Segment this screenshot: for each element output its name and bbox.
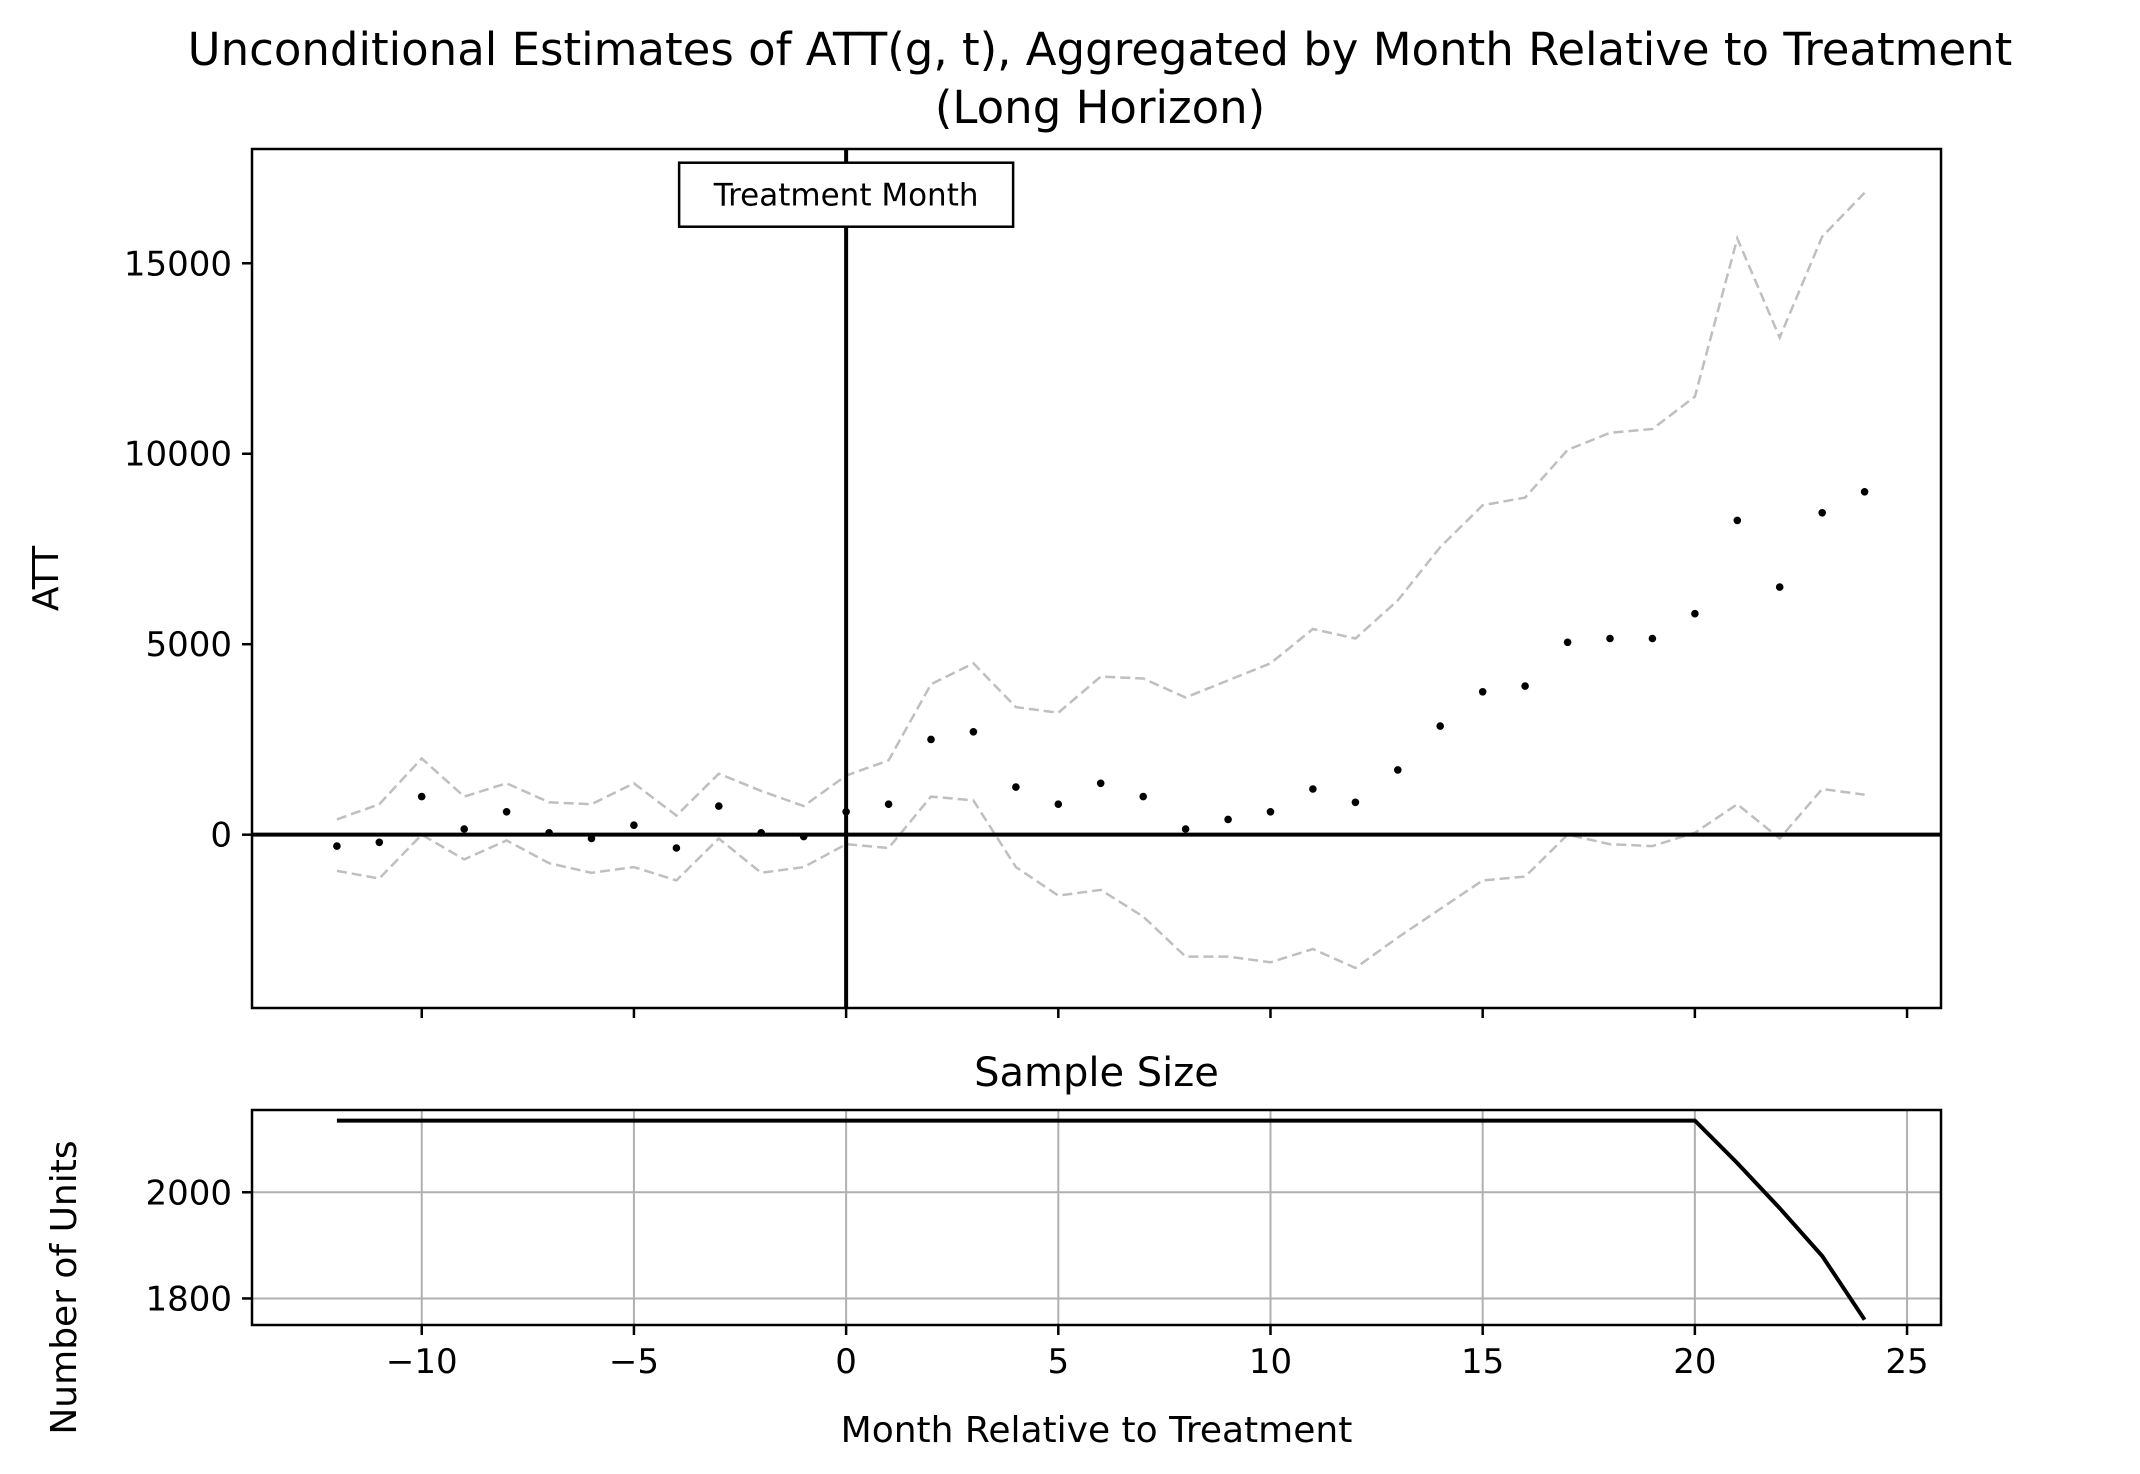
att-point [1309, 785, 1317, 793]
y-tick-label: 1800 [145, 1279, 232, 1319]
y-tick-label: 0 [210, 816, 232, 856]
x-tick-label: −5 [609, 1342, 659, 1382]
att-point [587, 834, 596, 843]
att-point [1181, 825, 1190, 833]
att-point [1436, 722, 1444, 730]
x-tick-label: 15 [1461, 1342, 1504, 1382]
x-axis-label: Month Relative to Treatment [841, 1410, 1353, 1451]
x-tick-label: 0 [835, 1342, 857, 1382]
att-point [1563, 638, 1572, 647]
att-point [1521, 682, 1529, 690]
x-tick-label: −10 [386, 1342, 458, 1382]
att-point [969, 728, 978, 736]
att-points [333, 488, 1869, 852]
att-panel: Treatment Month 0 5000 10000 15000 ATT [26, 147, 1943, 1018]
sample-size-grid [252, 1110, 1941, 1325]
att-point [799, 832, 808, 841]
chart-title: Unconditional Estimates of ATT(g, t), Ag… [188, 23, 2013, 76]
sample-size-title: Sample Size [974, 1050, 1219, 1096]
att-point [460, 825, 469, 833]
att-point [927, 735, 935, 744]
annotation-label: Treatment Month [713, 178, 979, 214]
att-point [1818, 509, 1826, 517]
att-point [375, 838, 384, 847]
x-tick-label: 5 [1047, 1342, 1069, 1382]
ci-lower-line [336, 787, 1865, 970]
att-point [417, 792, 426, 801]
att-point [1096, 779, 1105, 788]
att-point [1648, 634, 1657, 643]
att-point [1860, 488, 1869, 496]
treatment-annotation: Treatment Month [677, 161, 1015, 228]
att-point [1139, 792, 1147, 801]
att-point [884, 800, 893, 808]
reference-lines [252, 149, 1941, 1008]
sample-size-plot-frame [250, 1108, 1943, 1327]
att-point [545, 829, 553, 837]
att-point [333, 842, 341, 850]
x-tick-label: 25 [1885, 1342, 1928, 1382]
annotation-box [677, 161, 1015, 228]
att-point [757, 829, 765, 837]
sample-size-y-ticks: 1800 2000 [145, 1173, 252, 1319]
att-point [1775, 583, 1784, 591]
x-tick-label: 20 [1673, 1342, 1716, 1382]
sample-size-y-axis-label: Number of Units [44, 1140, 85, 1434]
sample-size-panel: Sample Size 1800 2000 −10 −5 0 5 10 15 20 25 Num… [44, 1050, 1943, 1451]
att-point [715, 802, 723, 810]
y-tick-label: 5000 [145, 625, 232, 665]
confidence-bands [336, 191, 1866, 970]
att-y-ticks: 0 5000 10000 15000 [124, 244, 252, 856]
att-point [1266, 808, 1275, 816]
att-point [842, 808, 850, 816]
att-point [1054, 800, 1063, 808]
att-point [502, 808, 511, 816]
ci-upper-line [336, 191, 1866, 821]
att-point [1012, 783, 1020, 791]
sample-size-series [336, 1118, 1867, 1321]
y-tick-label: 15000 [124, 244, 232, 284]
att-point [1478, 688, 1487, 696]
x-tick-label: 10 [1249, 1342, 1292, 1382]
att-point [672, 844, 681, 852]
att-x-ticks [420, 1008, 1909, 1018]
att-point [1394, 766, 1402, 774]
att-point [1606, 634, 1614, 643]
att-point [1351, 798, 1360, 807]
y-tick-label: 10000 [124, 435, 232, 475]
sample-size-line [336, 1118, 1867, 1321]
att-point [1691, 609, 1699, 618]
att-y-axis-label: ATT [26, 545, 67, 611]
att-point [1224, 815, 1232, 824]
y-tick-label: 2000 [145, 1173, 232, 1213]
att-plot-frame [250, 147, 1943, 1010]
sample-size-x-ticks: −10 −5 0 5 10 15 20 25 [386, 1325, 1929, 1382]
att-point [630, 821, 638, 829]
att-point [1733, 516, 1742, 525]
chart-subtitle: (Long Horizon) [935, 81, 1265, 134]
